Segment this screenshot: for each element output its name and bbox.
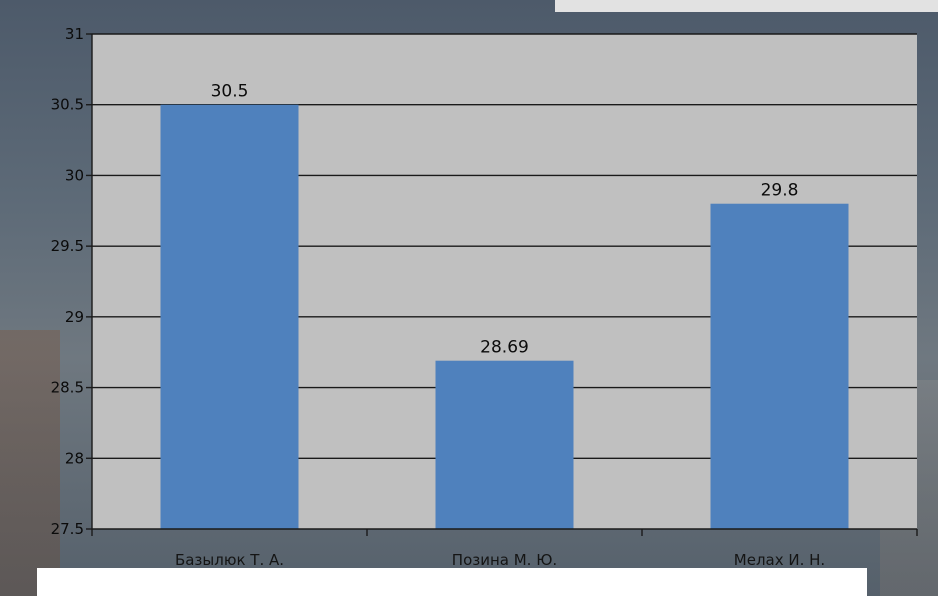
y-tick-label: 30.5 (51, 96, 84, 114)
y-tick-label: 28 (65, 449, 84, 467)
bar-value-label: 28.69 (480, 338, 529, 358)
x-category-label: Базылюк Т. А. (175, 551, 284, 569)
background-building-left (0, 330, 60, 596)
y-tick-label: 28.5 (51, 379, 84, 397)
bar (435, 360, 574, 529)
background-strip (555, 0, 938, 12)
y-tick-label: 29 (65, 308, 84, 326)
bar-value-label: 29.8 (761, 181, 799, 201)
bar-value-label: 30.5 (211, 82, 249, 102)
y-tick-label: 29.5 (51, 237, 84, 255)
x-category-label: Мелах И. Н. (734, 551, 825, 569)
bar (160, 104, 299, 529)
y-tick-label: 31 (65, 25, 84, 43)
x-category-label: Позина М. Ю. (452, 551, 557, 569)
y-tick-label: 27.5 (51, 520, 84, 538)
bar (710, 203, 849, 529)
y-tick-label: 30 (65, 166, 84, 184)
caption-banner (37, 568, 867, 596)
